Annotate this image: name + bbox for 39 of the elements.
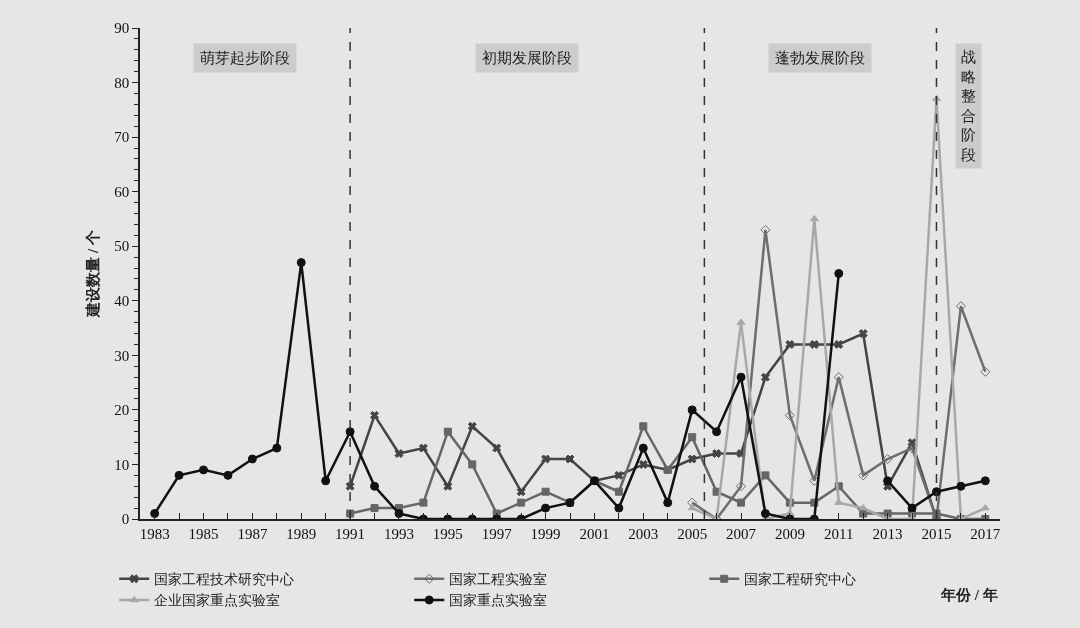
legend-label: 国家工程实验室 [449,572,548,588]
x-tick-label: 2013 [872,525,903,542]
x-tick-label: 2011 [824,525,854,542]
x-tick-label: 1991 [335,525,366,542]
x-tick-label: 1989 [286,525,317,542]
y-tick-label: 50 [114,238,130,255]
y-tick-label: 70 [114,129,130,146]
x-tick-label: 2003 [628,525,659,542]
y-tick-label: 10 [114,456,130,473]
x-tick-label: 2007 [726,525,757,542]
x-tick-label: 1995 [432,525,463,542]
x-tick-label: 1993 [383,525,414,542]
x-tick-label: 1999 [530,525,561,542]
x-tick-label: 1987 [237,525,268,542]
x-tick-label: 1983 [139,525,170,542]
legend-label: 国家重点实验室 [449,593,548,609]
x-tick-label: 2001 [579,525,610,542]
x-tick-label: 2015 [921,525,952,542]
x-tick-label: 2005 [677,525,708,542]
y-tick-label: 60 [114,183,130,200]
x-tick-label: 2017 [970,525,1001,542]
y-tick-label: 90 [114,20,130,37]
y-tick-label: 40 [114,293,130,310]
y-tick-label: 0 [121,511,130,528]
legend-label: 企业国家重点实验室 [154,593,281,609]
legend-label: 国家工程技术研究中心 [154,572,295,588]
y-axis-title: 建设数量 / 个 [85,229,101,318]
y-tick-label: 80 [114,74,130,91]
x-tick-label: 2009 [774,525,805,542]
x-axis-title: 年份 / 年 [940,587,998,603]
x-tick-label: 1985 [188,525,219,542]
annotation: 蓬勃发展阶段 [775,50,865,66]
x-tick-label: 1997 [481,525,513,542]
legend-label: 国家工程研究中心 [744,572,857,588]
annotation: 初期发展阶段 [482,50,572,66]
y-tick-label: 20 [114,402,130,419]
annotation: 战略整合阶段 [961,49,976,163]
annotation: 萌芽起步阶段 [200,50,290,66]
y-tick-label: 30 [114,347,130,364]
